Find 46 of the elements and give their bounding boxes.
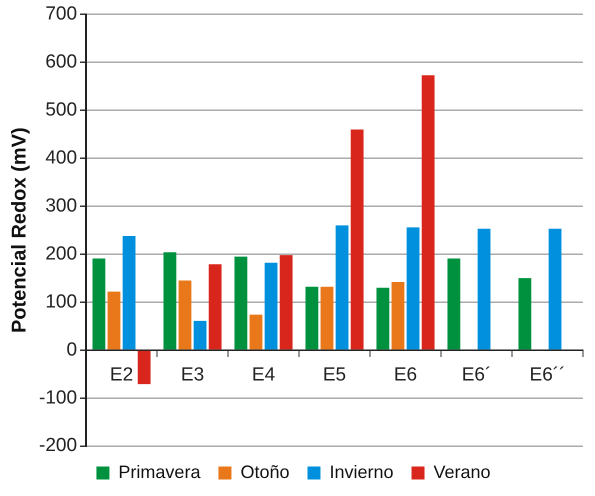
bar bbox=[548, 228, 562, 350]
bar bbox=[336, 225, 348, 350]
y-tick-label: 500 bbox=[45, 100, 78, 121]
y-tick-label: -100 bbox=[38, 387, 78, 408]
bar bbox=[376, 288, 390, 350]
x-tick-label: E3 bbox=[180, 364, 204, 386]
bar bbox=[392, 282, 404, 350]
bar bbox=[320, 286, 334, 350]
bar bbox=[208, 264, 222, 350]
legend-label: Primavera bbox=[118, 462, 202, 482]
bar bbox=[280, 255, 293, 350]
legend-label: Otoño bbox=[240, 462, 290, 482]
x-tick-label: E2 bbox=[110, 364, 134, 386]
x-tick-label: E5 bbox=[322, 364, 346, 386]
legend-label: Invierno bbox=[329, 462, 394, 482]
x-tick-label: E6´´ bbox=[530, 364, 566, 386]
bar bbox=[478, 228, 490, 350]
bar bbox=[518, 278, 532, 350]
bar bbox=[406, 227, 420, 350]
y-tick-label: -200 bbox=[38, 435, 78, 456]
bar bbox=[138, 350, 151, 384]
y-tick-label: 0 bbox=[66, 339, 78, 360]
legend-label: Verano bbox=[434, 462, 491, 482]
bar bbox=[108, 292, 120, 350]
bar bbox=[350, 129, 364, 350]
bar bbox=[92, 258, 106, 350]
bar bbox=[122, 236, 136, 350]
bar bbox=[194, 320, 206, 350]
y-tick-label: 300 bbox=[45, 195, 78, 216]
bar bbox=[178, 280, 192, 350]
y-tick-label: 100 bbox=[45, 291, 78, 312]
y-tick-label: 400 bbox=[45, 148, 78, 168]
bar bbox=[422, 75, 435, 350]
x-tick-label: E4 bbox=[252, 364, 276, 386]
bar bbox=[234, 256, 248, 350]
y-tick-label: 600 bbox=[45, 52, 78, 73]
y-tick-label: 200 bbox=[45, 243, 78, 264]
bar bbox=[250, 314, 262, 350]
bar bbox=[447, 258, 460, 350]
x-tick-label: E6´ bbox=[462, 364, 492, 386]
y-axis-title: Potencial Redox (mV) bbox=[8, 127, 31, 334]
y-tick-label: 700 bbox=[45, 4, 78, 25]
bar bbox=[163, 252, 176, 350]
bar bbox=[305, 286, 318, 350]
x-tick-label: E6 bbox=[394, 364, 418, 386]
bar bbox=[264, 262, 278, 350]
